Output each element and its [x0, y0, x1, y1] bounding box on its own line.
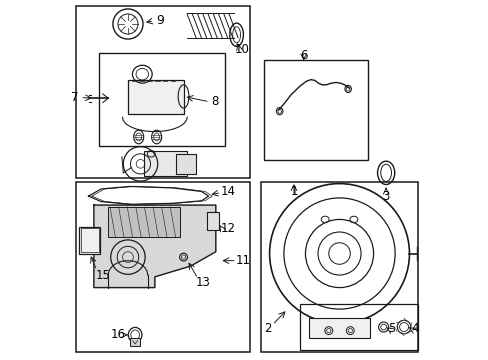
Bar: [76, 6, 249, 178]
Text: 10: 10: [234, 43, 249, 56]
Text: 11: 11: [235, 254, 250, 267]
Text: 13: 13: [195, 276, 210, 289]
Text: 16: 16: [111, 328, 125, 341]
Bar: [300, 304, 418, 350]
Text: 12: 12: [221, 222, 235, 235]
Bar: [99, 53, 224, 146]
Text: 9: 9: [156, 14, 164, 27]
Text: 1: 1: [290, 185, 297, 198]
Bar: [264, 60, 367, 160]
Bar: [81, 228, 99, 252]
Bar: [108, 207, 180, 237]
Text: 6: 6: [299, 49, 307, 62]
Polygon shape: [94, 205, 215, 288]
Text: 8: 8: [211, 95, 218, 108]
Bar: [130, 338, 140, 346]
Bar: [176, 154, 196, 174]
Bar: [128, 80, 183, 114]
Text: 4: 4: [410, 322, 418, 335]
Bar: [76, 182, 249, 352]
Text: 14: 14: [221, 185, 235, 198]
Text: 15: 15: [95, 269, 110, 282]
Bar: [79, 226, 100, 253]
Text: 2: 2: [264, 322, 271, 335]
Bar: [260, 182, 418, 352]
Text: 7: 7: [71, 91, 79, 104]
Text: 5: 5: [387, 322, 394, 335]
Bar: [206, 212, 219, 230]
Text: 3: 3: [382, 190, 389, 203]
Bar: [308, 318, 369, 338]
Bar: [144, 151, 187, 176]
